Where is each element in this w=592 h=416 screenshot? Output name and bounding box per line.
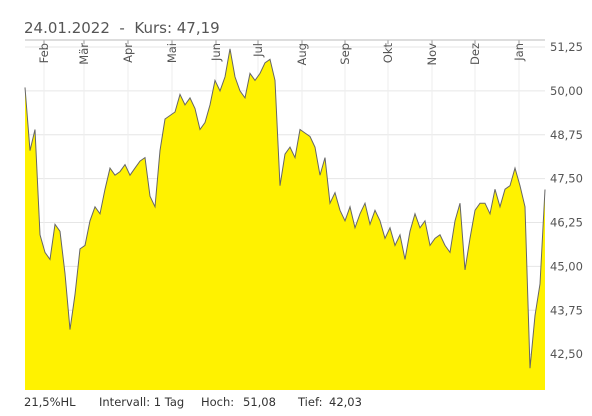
y-tick-label: 45,00 bbox=[550, 259, 583, 273]
x-tick-label: Apr bbox=[121, 43, 135, 63]
footer-range: 21,5%HL bbox=[24, 395, 76, 409]
chart-title: 24.01.2022 - Kurs: 47,19 bbox=[24, 19, 220, 37]
x-tick-label: Sep bbox=[338, 43, 352, 65]
x-tick-label: Aug bbox=[295, 43, 309, 65]
footer-low-label: Tief: bbox=[297, 395, 322, 409]
plot bbox=[24, 39, 546, 391]
x-tick-label: Mai bbox=[165, 43, 179, 63]
y-tick-label: 43,75 bbox=[550, 303, 583, 317]
y-tick-label: 50,00 bbox=[550, 84, 583, 98]
footer-low: 42,03 bbox=[329, 395, 362, 409]
y-tick-label: 51,25 bbox=[550, 40, 583, 54]
footer-high: 51,08 bbox=[243, 395, 276, 409]
x-tick-label: Dez bbox=[468, 43, 482, 65]
area bbox=[25, 48, 545, 391]
x-tick-label: Nov bbox=[425, 43, 439, 66]
x-tick-label: Jan bbox=[512, 43, 526, 62]
x-tick-label: Jul bbox=[251, 43, 265, 58]
y-tick-label: 42,50 bbox=[550, 347, 583, 361]
y-tick-label: 48,75 bbox=[550, 128, 583, 142]
footer-high-label: Hoch: bbox=[201, 395, 234, 409]
y-tick-label: 46,25 bbox=[550, 216, 583, 230]
x-tick-label: Jun bbox=[209, 43, 223, 62]
x-tick-label: Feb bbox=[37, 43, 51, 63]
footer-interval: Intervall: 1 Tag bbox=[99, 395, 184, 409]
line bbox=[24, 48, 546, 369]
x-tick-label: Mär bbox=[77, 43, 91, 65]
y-tick-label: 47,50 bbox=[550, 172, 583, 186]
x-tick-label: Okt bbox=[381, 43, 395, 64]
